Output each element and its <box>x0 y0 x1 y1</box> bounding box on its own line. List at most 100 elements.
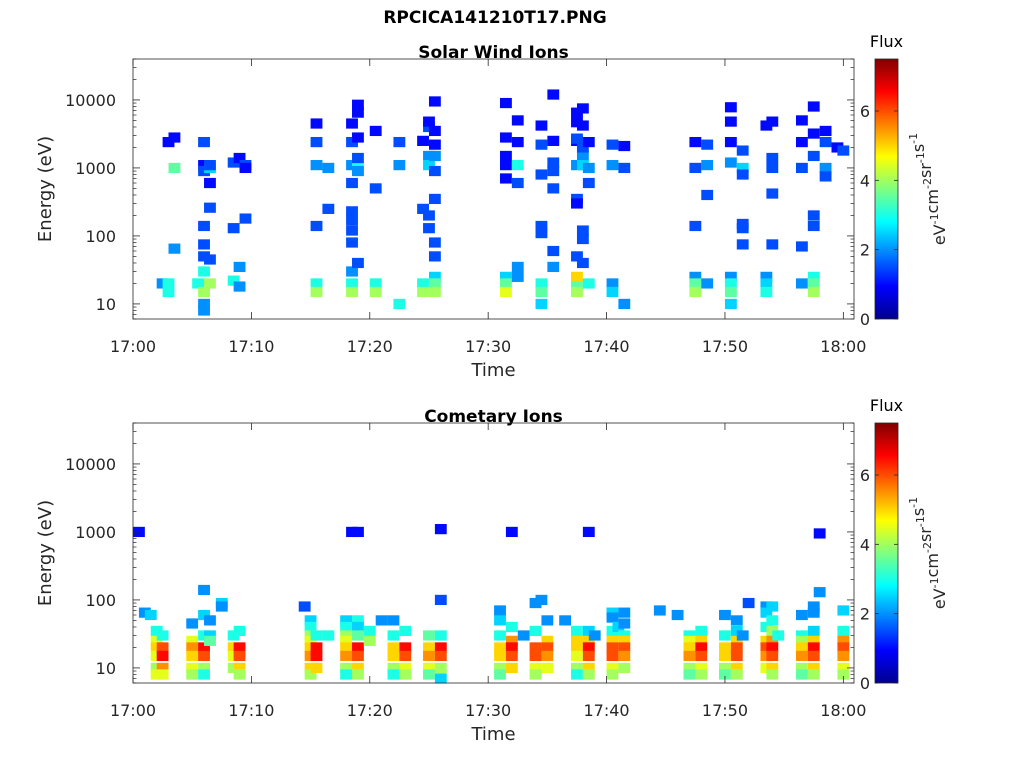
flux-cell <box>535 228 548 239</box>
flux-cell <box>494 662 506 674</box>
flux-cell <box>618 607 631 618</box>
flux-cell <box>310 630 323 641</box>
flux-cell <box>535 298 548 310</box>
flux-cell <box>807 625 820 637</box>
flux-cell <box>760 607 773 618</box>
flux-cell <box>500 160 512 171</box>
flux-cell <box>736 239 749 250</box>
flux-cell <box>807 635 820 646</box>
flux-cell <box>807 101 820 112</box>
flux-cell <box>760 286 773 298</box>
flux-cell <box>529 597 542 609</box>
flux-cell <box>837 650 850 662</box>
flux-cell <box>730 669 743 680</box>
flux-cell <box>505 635 518 646</box>
flux-cell <box>239 162 252 174</box>
flux-cell <box>227 275 240 286</box>
flux-cell <box>393 136 406 148</box>
flux-cell <box>618 630 631 641</box>
flux-cell <box>606 278 619 289</box>
flux-cell <box>423 116 435 127</box>
flux-cell <box>310 278 323 289</box>
flux-cell <box>606 662 619 674</box>
flux-cell <box>582 625 595 637</box>
flux-cell <box>541 635 554 646</box>
flux-cell <box>795 115 808 126</box>
flux-cell <box>168 243 181 254</box>
flux-cell <box>233 650 246 662</box>
y-tick-label: 100 <box>85 591 116 610</box>
flux-cell <box>198 650 210 662</box>
flux-cell <box>369 125 382 137</box>
flux-cell <box>399 669 412 680</box>
flux-cell <box>529 642 542 653</box>
flux-cell <box>500 150 512 162</box>
flux-cell <box>606 669 619 680</box>
flux-cell <box>766 662 779 674</box>
flux-cell <box>571 650 583 662</box>
flux-cell <box>428 237 441 248</box>
flux-cell <box>582 278 595 289</box>
flux-cell <box>494 630 506 641</box>
flux-cell <box>198 662 210 674</box>
flux-cell <box>795 650 808 662</box>
flux-cell <box>576 160 589 171</box>
flux-cell <box>736 223 749 234</box>
flux-cell <box>144 609 157 621</box>
flux-cell <box>807 642 820 653</box>
flux-cell <box>807 271 820 282</box>
flux-cell <box>618 140 631 152</box>
flux-cell <box>198 136 210 148</box>
flux-cell <box>766 152 779 164</box>
flux-cell <box>340 635 353 646</box>
flux-cell <box>606 635 619 646</box>
flux-cell <box>346 206 358 217</box>
y-tick-label: 10000 <box>65 455 116 474</box>
flux-cell <box>701 160 714 171</box>
flux-cell <box>719 669 731 680</box>
flux-cell <box>582 526 595 538</box>
x-tick-label: 17:20 <box>347 701 393 720</box>
flux-cell <box>582 662 595 674</box>
x-tick-label: 17:30 <box>465 337 511 356</box>
flux-cell <box>571 160 583 171</box>
flux-cell <box>233 281 246 292</box>
x-axis-label: Time <box>470 724 515 745</box>
flux-cell <box>571 625 583 637</box>
flux-cell <box>701 278 714 289</box>
flux-cell <box>547 261 560 273</box>
flux-cell <box>387 669 400 680</box>
flux-cell <box>304 642 317 653</box>
flux-cell <box>186 662 199 674</box>
flux-cell <box>719 662 731 674</box>
x-tick-label: 18:00 <box>820 337 866 356</box>
y-axis-label: Energy (eV) <box>35 136 56 242</box>
flux-cell <box>730 650 743 662</box>
flux-cell <box>582 136 595 148</box>
flux-cell <box>304 621 317 633</box>
flux-cell <box>304 669 317 680</box>
flux-cell <box>352 669 364 680</box>
flux-cell <box>576 257 589 269</box>
flux-cell <box>204 254 216 265</box>
flux-cell <box>215 601 228 612</box>
flux-cell <box>423 150 435 162</box>
flux-cell <box>428 286 441 298</box>
flux-cell <box>535 286 548 298</box>
flux-cell <box>434 524 447 535</box>
flux-cell <box>576 225 589 236</box>
flux-cell <box>352 630 364 641</box>
flux-cell <box>352 132 364 143</box>
flux-cell <box>606 139 619 150</box>
flux-cell <box>505 642 518 653</box>
flux-cell <box>535 139 548 150</box>
flux-cell <box>428 251 441 262</box>
flux-cell <box>428 139 441 150</box>
flux-cell <box>819 162 832 174</box>
flux-cell <box>186 618 199 629</box>
flux-cell <box>689 220 702 232</box>
flux-cell <box>813 528 826 539</box>
flux-cell <box>352 99 364 110</box>
x-tick-label: 17:40 <box>584 701 630 720</box>
flux-cell <box>505 662 518 674</box>
